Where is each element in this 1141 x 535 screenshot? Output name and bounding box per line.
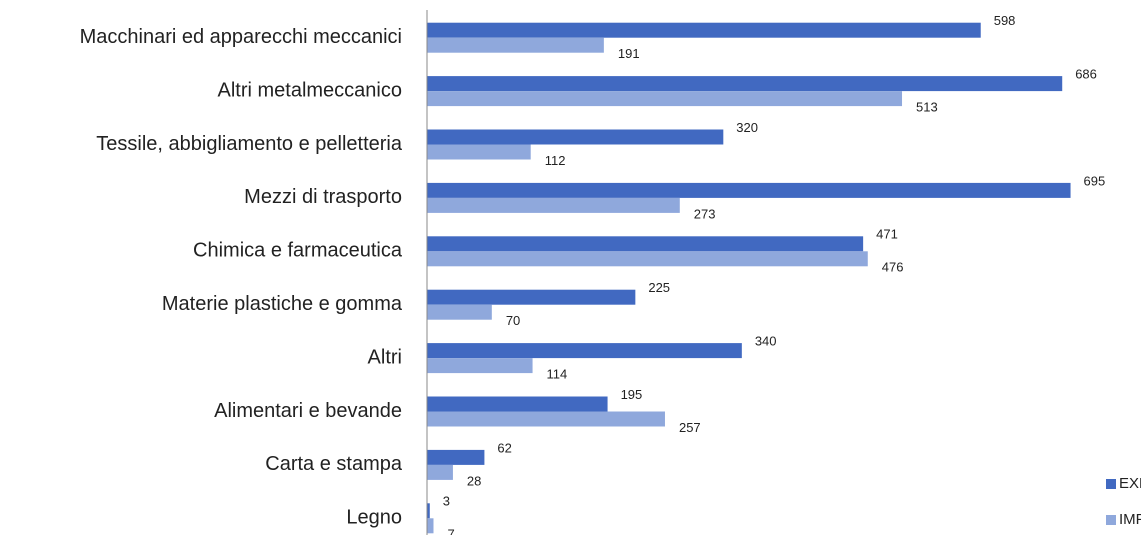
legend-label: EXPORT (1119, 475, 1141, 492)
category-label: Legno (346, 507, 402, 529)
category-label: Altri metalmeccanico (217, 79, 402, 101)
bar (427, 76, 1063, 92)
category-label: Carta e stampa (265, 453, 403, 475)
value-label: 112 (545, 153, 566, 168)
value-label: 695 (1084, 173, 1106, 188)
bar (427, 251, 868, 267)
bar (427, 358, 533, 374)
bar (427, 197, 680, 213)
category-label: Tessile, abbigliamento e pelletteria (96, 133, 403, 155)
value-label: 195 (621, 387, 643, 402)
value-label: 114 (547, 367, 568, 382)
value-label: 3 (443, 494, 450, 509)
bar (427, 503, 430, 519)
category-label: Materie plastiche e gomma (162, 293, 403, 315)
bar (427, 91, 903, 107)
category-label: Macchinari ed apparecchi meccanici (80, 26, 402, 48)
bar (427, 182, 1071, 198)
bar (427, 304, 492, 320)
bar (427, 396, 608, 412)
bar (427, 144, 531, 160)
legend-swatch (1106, 515, 1116, 525)
bar (427, 449, 485, 465)
value-label: 62 (497, 440, 511, 455)
bar (427, 129, 724, 145)
bar (427, 343, 742, 359)
bar (427, 411, 665, 427)
value-label: 598 (994, 13, 1016, 28)
value-label: 257 (679, 420, 701, 435)
category-label: Mezzi di trasporto (244, 186, 402, 208)
value-label: 340 (755, 334, 777, 349)
bar (427, 289, 636, 305)
value-label: 273 (694, 206, 716, 221)
legend-swatch (1106, 479, 1116, 489)
value-label: 513 (916, 100, 938, 115)
bar (427, 37, 604, 53)
value-label: 476 (882, 260, 904, 275)
category-label: Chimica e farmaceutica (193, 240, 403, 262)
value-label: 191 (618, 46, 640, 61)
bar (427, 518, 434, 534)
bar (427, 22, 981, 38)
value-label: 70 (506, 313, 520, 328)
category-label: Alimentari e bevande (214, 400, 402, 422)
value-label: 225 (648, 280, 670, 295)
value-label: 686 (1075, 67, 1097, 82)
value-label: 320 (736, 120, 758, 135)
value-label: 471 (876, 227, 898, 242)
category-label: Altri (368, 346, 402, 368)
bar (427, 464, 453, 480)
value-label: 7 (447, 527, 454, 535)
value-label: 28 (467, 473, 481, 488)
legend-label: IMPORT (1119, 511, 1141, 528)
bar (427, 236, 864, 252)
